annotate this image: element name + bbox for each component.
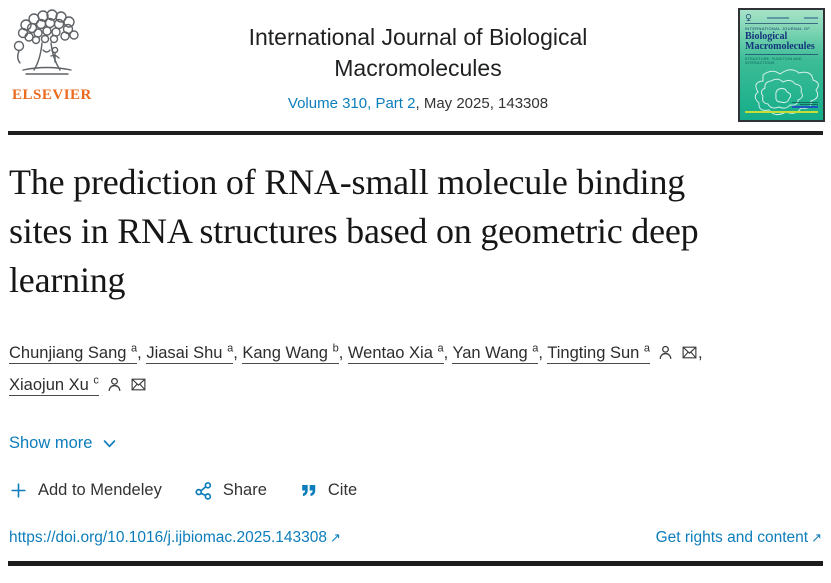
action-bar: Add to Mendeley Share Cite [9,481,822,500]
author-link[interactable]: Jiasai Shu a [146,342,234,364]
issue-date-text: , May 2025, 143308 [415,95,549,112]
cover-divider2 [745,54,818,55]
external-link-icon: ↗ [811,530,822,545]
show-more-button[interactable]: Show more [9,434,118,453]
author-email-icon[interactable] [130,374,147,403]
journal-title-link[interactable]: International Journal of Biological Macr… [248,24,588,81]
author-profile-icon[interactable] [106,374,123,403]
cover-top-text-bar2 [804,16,818,19]
cover-masthead [745,14,818,21]
journal-header: ELSEVIER International Journal of Biolog… [0,0,831,131]
add-to-mendeley-button[interactable]: Add to Mendeley [9,481,162,500]
author-link[interactable]: Wentao Xia a [347,342,444,364]
cover-footer-text-bars [792,102,818,108]
author-link-corresponding[interactable]: Xiaojun Xu c [9,375,147,396]
article-main: The prediction of RNA-small molecule bin… [0,158,831,547]
author-link-corresponding[interactable]: Tingting Sun a [547,343,698,364]
journal-cover-thumbnail[interactable]: INTERNATIONAL JOURNAL OF Biological Macr… [738,8,825,122]
article-title: The prediction of RNA-small molecule bin… [9,162,699,300]
elsevier-tree-icon [10,9,84,84]
cover-subtitle: STRUCTURE, FUNCTION AND INTERACTIONS [745,57,802,65]
cover-elsevier-mini-icon [745,14,752,21]
doi-link[interactable]: https://doi.org/10.1016/j.ijbiomac.2025.… [9,529,341,546]
cite-quote-icon [299,481,318,500]
author-list: Chunjiang Sang a, Jiasai Shu a, Kang Wan… [9,339,809,403]
header-divider-rule [8,131,823,135]
author-link[interactable]: Chunjiang Sang a [9,342,138,364]
cover-yellow-rule [745,111,818,113]
doi-row: https://doi.org/10.1016/j.ijbiomac.2025.… [9,529,822,547]
cover-journal-title: Biological Macromolecules [745,31,815,52]
author-link[interactable]: Yan Wang a [452,342,539,364]
section-divider-rule [8,561,823,566]
volume-line: Volume 310, Part 2, May 2025, 143308 [98,95,738,112]
elsevier-logo[interactable]: ELSEVIER [10,8,98,104]
cover-top-text-bar [767,16,789,19]
journal-info: International Journal of Biological Macr… [98,8,738,112]
author-link[interactable]: Kang Wang b [242,342,339,364]
cite-button[interactable]: Cite [299,481,357,500]
cover-kicker: INTERNATIONAL JOURNAL OF [745,26,811,31]
plus-icon [9,481,28,500]
volume-link[interactable]: Volume 310, Part 2 [287,95,416,112]
get-rights-link[interactable]: Get rights and content ↗ [655,529,822,546]
author-profile-icon[interactable] [657,342,674,371]
author-email-icon[interactable] [681,342,698,371]
share-icon [194,481,213,500]
elsevier-wordmark: ELSEVIER [12,87,92,103]
cover-divider [745,23,818,24]
external-link-icon: ↗ [329,530,341,545]
share-button[interactable]: Share [194,481,267,500]
chevron-down-icon [101,435,118,452]
